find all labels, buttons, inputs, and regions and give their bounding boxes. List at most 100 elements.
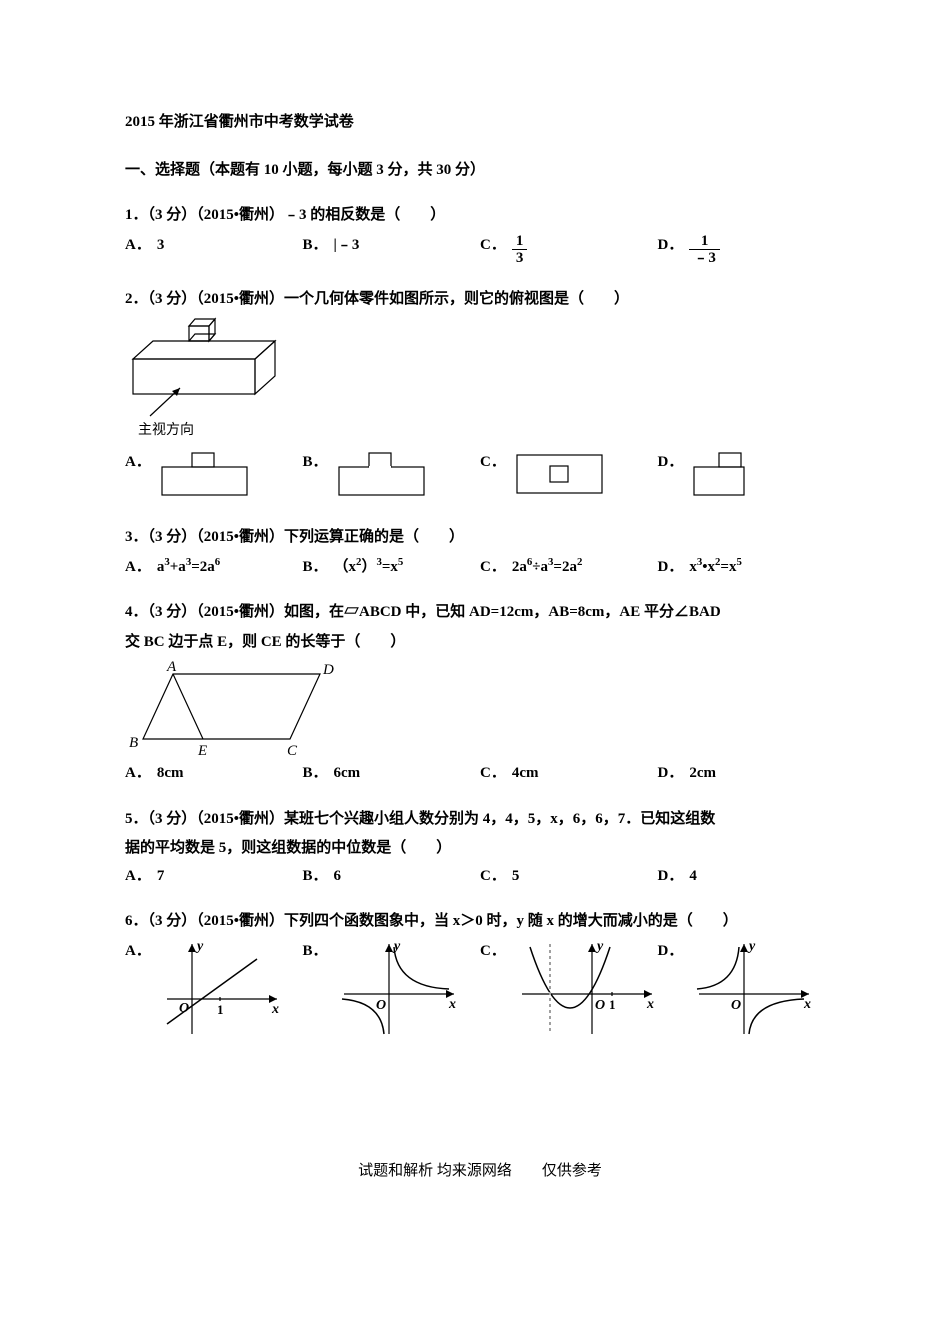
q2-main-figure: 主视方向 bbox=[125, 316, 835, 446]
q5-choice-c: C．5 bbox=[480, 864, 658, 890]
choice-text: 4cm bbox=[512, 761, 539, 787]
choice-text: （x2）3=x5 bbox=[334, 555, 404, 581]
q5-choices: A．7 B．6 C．5 D．4 bbox=[125, 864, 835, 890]
q1-choice-d: D． 1 ﹣3 bbox=[658, 233, 836, 267]
q4-choice-a: A．8cm bbox=[125, 761, 303, 787]
axis-y-label: y bbox=[747, 939, 756, 954]
axis-x-label: x bbox=[646, 997, 654, 1012]
vertex-label: E bbox=[197, 743, 207, 759]
q4-choice-b: B．6cm bbox=[303, 761, 481, 787]
choice-text: a3+a3=2a6 bbox=[157, 555, 220, 581]
choice-label: B． bbox=[303, 864, 328, 890]
choice-label: D． bbox=[658, 555, 684, 581]
choice-label: D． bbox=[658, 233, 684, 259]
q6-stem: 6．（3 分）（2015•衢州）下列四个函数图象中，当 x＞0 时，y 随 x … bbox=[125, 909, 835, 935]
q4-figure: A D B E C bbox=[125, 659, 835, 759]
choice-label: C． bbox=[480, 864, 506, 890]
choice-label: A． bbox=[125, 939, 151, 965]
q4-stem-line1: 4．（3 分）（2015•衢州）如图，在▱ABCD 中，已知 AD=12cm，A… bbox=[125, 600, 835, 626]
q5-stem-line2: 据的平均数是 5，则这组数据的中位数是（ ） bbox=[125, 836, 835, 862]
choice-label: C． bbox=[480, 555, 506, 581]
q5-stem-line1: 5．（3 分）（2015•衢州）某班七个兴趣小组人数分别为 4，4，5，x，6，… bbox=[125, 807, 835, 833]
top-view-icon bbox=[334, 450, 434, 505]
choice-text: 5 bbox=[512, 864, 520, 890]
choice-label: D． bbox=[658, 450, 684, 476]
q6-choice-b: B． O x y bbox=[303, 939, 481, 1039]
choice-label: C． bbox=[480, 761, 506, 787]
choice-label: C． bbox=[480, 939, 506, 965]
top-view-icon bbox=[157, 450, 257, 505]
q2-choice-c: C． bbox=[480, 450, 658, 500]
choice-text: 6 bbox=[334, 864, 342, 890]
q6-choice-a: A． O 1 x y bbox=[125, 939, 303, 1039]
q6-choices: A． O 1 x y B． O x y C． bbox=[125, 939, 835, 1039]
choice-label: A． bbox=[125, 761, 151, 787]
axis-y-label: y bbox=[595, 939, 604, 954]
q3-choices: A． a3+a3=2a6 B． （x2）3=x5 C． 2a6÷a3=2a2 D… bbox=[125, 555, 835, 581]
choice-label: C． bbox=[480, 450, 506, 476]
page-footer: 试题和解析 均来源网络 仅供参考 bbox=[125, 1159, 835, 1185]
q5-choice-a: A．7 bbox=[125, 864, 303, 890]
q3-choice-b: B． （x2）3=x5 bbox=[303, 555, 481, 581]
hyperbola-graph-icon: O x y bbox=[334, 939, 464, 1039]
q3-choice-a: A． a3+a3=2a6 bbox=[125, 555, 303, 581]
choice-label: A． bbox=[125, 233, 151, 259]
choice-label: D． bbox=[658, 864, 684, 890]
hyperbola-neg-graph-icon: O x y bbox=[689, 939, 819, 1039]
q3-choice-c: C． 2a6÷a3=2a2 bbox=[480, 555, 658, 581]
q4-choice-c: C．4cm bbox=[480, 761, 658, 787]
parabola-graph-icon: O 1 x y bbox=[512, 939, 658, 1039]
vertex-label: C bbox=[287, 743, 298, 759]
axis-x-label: x bbox=[448, 997, 456, 1012]
axis-x-label: x bbox=[803, 997, 811, 1012]
fraction-numerator: 1 bbox=[689, 233, 720, 251]
tick-label: 1 bbox=[609, 997, 616, 1012]
choice-text: 8cm bbox=[157, 761, 184, 787]
choice-label: B． bbox=[303, 233, 328, 259]
choice-text: |﹣3 bbox=[334, 233, 360, 259]
tick-label: 1 bbox=[217, 1002, 224, 1017]
choice-label: B． bbox=[303, 939, 328, 965]
q1-choice-b: B． |﹣3 bbox=[303, 233, 481, 259]
fraction-icon: 1 3 bbox=[512, 233, 528, 267]
top-view-icon bbox=[512, 450, 612, 500]
choice-text: 2a6÷a3=2a2 bbox=[512, 555, 583, 581]
origin-label: O bbox=[179, 1001, 189, 1016]
parallelogram-icon: A D B E C bbox=[125, 659, 345, 759]
q3-stem: 3．（3 分）（2015•衢州）下列运算正确的是（ ） bbox=[125, 525, 835, 551]
q2-choice-d: D． bbox=[658, 450, 836, 505]
q4-choices: A．8cm B．6cm C．4cm D．2cm bbox=[125, 761, 835, 787]
choice-text: x3•x2=x5 bbox=[689, 555, 742, 581]
choice-label: D． bbox=[658, 939, 684, 965]
exam-title: 2015 年浙江省衢州市中考数学试卷 bbox=[125, 110, 835, 136]
q1-stem: 1．（3 分）（2015•衢州）﹣3 的相反数是（ ） bbox=[125, 203, 835, 229]
choice-label: B． bbox=[303, 761, 328, 787]
fraction-denominator: 3 bbox=[512, 250, 528, 267]
q5-choice-d: D．4 bbox=[658, 864, 836, 890]
q6-choice-d: D． O x y bbox=[658, 939, 836, 1039]
choice-label: B． bbox=[303, 450, 328, 476]
origin-label: O bbox=[595, 998, 605, 1013]
q2-choice-b: B． bbox=[303, 450, 481, 505]
choice-text: 3 bbox=[157, 233, 165, 259]
q1-choices: A． 3 B． |﹣3 C． 1 3 D． 1 ﹣3 bbox=[125, 233, 835, 267]
choice-text: 6cm bbox=[334, 761, 361, 787]
q1-choice-c: C． 1 3 bbox=[480, 233, 658, 267]
choice-label: A． bbox=[125, 864, 151, 890]
choice-text: 4 bbox=[689, 864, 697, 890]
main-view-label: 主视方向 bbox=[138, 422, 194, 438]
choice-label: A． bbox=[125, 450, 151, 476]
q6-choice-c: C． O 1 x y bbox=[480, 939, 658, 1039]
fraction-icon: 1 ﹣3 bbox=[689, 233, 720, 267]
q2-choices: A． B． C． D． bbox=[125, 450, 835, 505]
vertex-label: D bbox=[322, 662, 334, 678]
fraction-numerator: 1 bbox=[512, 233, 528, 251]
origin-label: O bbox=[731, 998, 741, 1013]
solid-3d-icon: 主视方向 bbox=[125, 316, 290, 446]
vertex-label: A bbox=[166, 659, 177, 675]
choice-label: A． bbox=[125, 555, 151, 581]
choice-label: D． bbox=[658, 761, 684, 787]
choice-label: C． bbox=[480, 233, 506, 259]
fraction-denominator: ﹣3 bbox=[689, 250, 720, 267]
origin-label: O bbox=[376, 998, 386, 1013]
